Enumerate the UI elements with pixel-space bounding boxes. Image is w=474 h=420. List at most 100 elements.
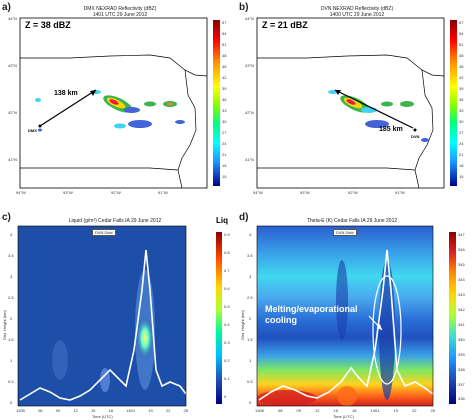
cb-tick: 347 (458, 232, 465, 237)
panel-b-state-border-south (257, 167, 416, 171)
panel-c-x-tick: 1305 (16, 408, 25, 413)
panel-a-lon-tick: 93°W (63, 190, 73, 195)
panel-d-annotation: Melting/evaporational cooling (265, 304, 358, 326)
panel-a-state-border-north (20, 54, 208, 77)
panel-d-x-tick: 18 (352, 408, 357, 413)
panel-c-x-tick: 25 (183, 408, 188, 413)
panel-d-y-tick: 1 (249, 358, 252, 363)
cb-tick: 24 (222, 141, 227, 146)
panel-b-lat-tick: 42°N (245, 110, 254, 115)
panel-a-lat-tick: 43°N (8, 63, 17, 68)
panel-d-y-tick: 0 (249, 400, 252, 405)
panel-d-colorbar-ticks: 347 346 345 344 343 342 341 340 339 338 … (458, 232, 474, 404)
cb-tick: 0.4 (224, 322, 230, 327)
panel-b-lat-tick: 43°N (245, 63, 254, 68)
panel-a-title: DMX NEXRAD Reflectivity (dBZ) 1401 UTC 2… (60, 6, 180, 18)
panel-c-y-label: Dist. Height (km) (2, 310, 7, 340)
panel-c-colorbar-ticks: 0.9 0.8 0.7 0.6 0.5 0.4 0.3 0.2 0.1 0 (224, 232, 237, 404)
panel-b-lon-tick: 92°W (348, 190, 358, 195)
panel-a-lon-tick: 92°W (111, 190, 121, 195)
panel-d-white-line (258, 249, 434, 401)
panel-c: c) Liquid (g/m³) Cedar Falls IA 29 June … (0, 210, 237, 420)
panel-a-colorbar-ticks: 57 54 51 48 45 42 39 36 33 30 27 24 21 1… (222, 20, 236, 186)
panel-c-y-tick: 3.5 (8, 253, 14, 258)
cb-tick: 45 (459, 64, 464, 69)
panel-b-range-arrow (334, 89, 414, 129)
panel-c-y-tick: 3 (10, 274, 13, 279)
cb-tick: 0.7 (224, 268, 230, 273)
panel-a-map (19, 17, 208, 189)
panel-d-warm-region (257, 390, 317, 406)
panel-b-colorbar (450, 20, 457, 186)
panel-d-y-tick: 1.5 (247, 337, 253, 342)
cb-tick: 57 (222, 20, 227, 25)
cb-tick: 15 (222, 174, 227, 179)
panel-d-annotation-line2: cooling (265, 315, 297, 325)
cb-tick: 42 (222, 75, 227, 80)
panel-c-x-tick: 19 (148, 408, 153, 413)
panel-a-lon-tick: 94°W (16, 190, 26, 195)
panel-b-lon-tick: 91°W (395, 190, 405, 195)
panel-b-title-line1: DVN NEXRAD Reflectivity (dBZ) (320, 6, 394, 12)
panel-d-x-tick: 19 (393, 408, 398, 413)
panel-d-annotation-arrowhead (377, 324, 382, 330)
panel-d-plot-frame (256, 225, 434, 407)
cb-tick: 30 (222, 119, 227, 124)
panel-a-title-line1: DMX NEXRAD Reflectivity (dBZ) (83, 6, 157, 12)
panel-c-x-tick: 15 (90, 408, 96, 413)
panel-b: b) DVN NEXRAD Reflectivity (dBZ) 1400 UT… (237, 0, 474, 210)
cb-tick: 27 (222, 130, 227, 135)
panel-d-x-tick: 08 (277, 408, 283, 413)
panel-a-state-border-south (20, 167, 179, 171)
panel-d-warm-region (337, 386, 357, 406)
cb-tick: 0.9 (224, 232, 230, 237)
panel-d-x-tick: 09 (296, 408, 301, 413)
panel-c-x-label: Time (UTC) (92, 414, 113, 419)
cb-tick: 42 (459, 75, 464, 80)
cb-tick: 21 (459, 152, 464, 157)
panel-c-x-tick: 09 (55, 408, 61, 413)
panel-a-lat-tick: 41°N (8, 157, 17, 162)
panel-c-y-tick: 2 (10, 316, 13, 321)
panel-c-y-tick: 2.5 (8, 295, 14, 300)
panel-letter-c: c) (2, 212, 11, 223)
panel-c-white-line (19, 249, 187, 401)
cb-tick: 336 (458, 396, 465, 401)
panel-d-x-tick: 1401 (370, 408, 380, 413)
panel-a-title-line2: 1401 UTC 29 June 2012 (92, 12, 148, 18)
cb-tick: 344 (458, 277, 465, 282)
cb-tick: 0.2 (224, 358, 230, 363)
cb-tick: 343 (458, 292, 465, 297)
panel-a-lat-tick: 44°N (8, 16, 17, 21)
panel-d-x-label: Time (UTC) (333, 414, 354, 419)
panel-c-liquid-peak (136, 316, 154, 360)
panel-a-site-label: DMX (28, 128, 37, 133)
panel-letter-d: d) (239, 212, 249, 223)
cb-tick: 54 (222, 31, 227, 36)
panel-b-radar-site (413, 128, 417, 132)
panel-c-x-tick: 22 (165, 408, 171, 413)
cb-tick: 341 (458, 322, 465, 327)
cb-tick: 39 (222, 86, 227, 91)
cb-tick: 51 (459, 42, 464, 47)
panel-c-liquid-weak (100, 368, 110, 392)
panel-b-map (256, 17, 445, 189)
panel-c-x-tick: 12 (73, 408, 78, 413)
cb-tick: 0.8 (224, 250, 230, 255)
panel-d-annotation-line1: Melting/evaporational (265, 304, 358, 314)
panel-d-plot (256, 225, 434, 407)
panel-c-colorbar (216, 232, 222, 404)
panel-d-y-tick: 4 (249, 232, 252, 237)
panel-b-state-border-east (414, 69, 434, 189)
panel-c-y-tick: 1.5 (8, 337, 14, 342)
panel-a-lon-tick: 91°W (158, 190, 168, 195)
panel-c-liquid-weak (52, 340, 68, 380)
panel-b-title-line2: 1400 UTC 29 June 2012 (329, 12, 385, 18)
panel-c-x-tick: 06 (38, 408, 43, 413)
cb-tick: 51 (222, 42, 227, 47)
cb-tick: 57 (459, 20, 464, 25)
cb-tick: 18 (222, 163, 227, 168)
cb-tick: 338 (458, 367, 465, 372)
panel-b-lat-tick: 44°N (245, 16, 254, 21)
cb-tick: 21 (222, 152, 227, 157)
